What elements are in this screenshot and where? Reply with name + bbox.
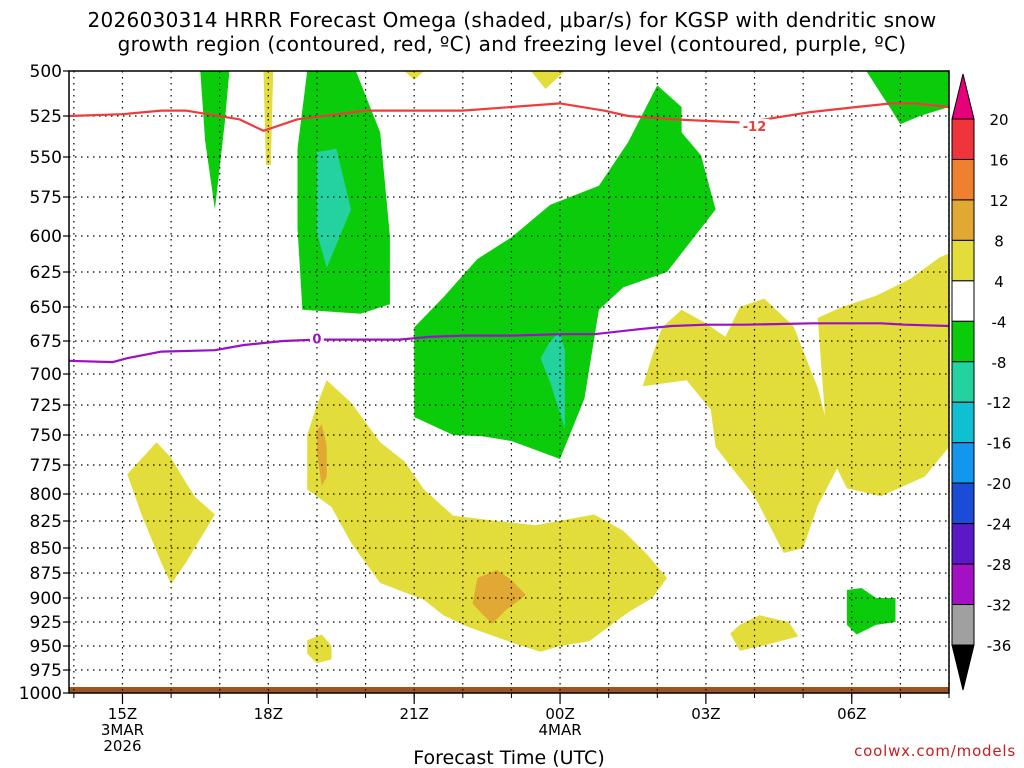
y-tick-label: 850 <box>30 539 62 559</box>
colorbar-segment <box>951 280 975 322</box>
contour-line-0 <box>68 102 950 132</box>
colorbar-label: -32 <box>987 597 1012 615</box>
colorbar-label: -4 <box>992 313 1007 331</box>
colorbar-bottom-arrow <box>951 644 975 691</box>
colorbar-label: -28 <box>987 556 1012 574</box>
colorbar-segment <box>951 158 975 201</box>
colorbar-top-arrow <box>951 73 975 120</box>
colorbar-label: -8 <box>992 354 1007 372</box>
colorbar-segment <box>951 523 975 565</box>
colorbar-label: 12 <box>989 192 1008 210</box>
x-tick-label: 21Z <box>400 705 429 723</box>
plot-frame <box>68 70 950 694</box>
omega-region-16 <box>730 615 799 651</box>
colorbar-label: -12 <box>987 394 1012 412</box>
colorbar-label: -20 <box>987 475 1012 493</box>
x-tick-label: 18Z <box>254 705 283 723</box>
y-tick-label: 600 <box>30 227 62 247</box>
colorbar-segment <box>951 239 975 282</box>
y-tick-label: 550 <box>30 148 62 168</box>
x-tick-label: 3MAR <box>101 721 144 739</box>
x-tick-label: 00Z <box>545 705 574 723</box>
colorbar-label: 20 <box>989 111 1008 129</box>
colorbar-segment <box>951 118 975 160</box>
contour-label: 0 <box>312 332 321 347</box>
contour-label: -12 <box>743 120 767 135</box>
x-tick-label: 15Z <box>108 705 137 723</box>
y-tick-label: 1000 <box>19 684 62 704</box>
omega-region-10 <box>642 298 842 553</box>
y-tick-label: 875 <box>30 564 62 584</box>
omega-region-8 <box>540 331 565 429</box>
contour-line-1 <box>68 322 950 364</box>
chart-title-line-1: 2026030314 HRRR Forecast Omega (shaded, … <box>87 8 937 32</box>
colorbar-label: -24 <box>987 516 1012 534</box>
chart-title-line-2: growth region (contoured, red, ºC) and f… <box>117 32 907 56</box>
colorbar-label: 8 <box>994 232 1004 250</box>
omega-region-4 <box>404 71 424 80</box>
x-tick-label: 03Z <box>691 705 720 723</box>
colorbar-segment <box>951 604 975 646</box>
colorbar: 20 16 12 8 4 -4 -8 -12 -16 -20 -24 -28 -32 -36 <box>951 73 1012 691</box>
y-tick-label: 525 <box>30 107 62 127</box>
colorbar-label: -16 <box>987 435 1012 453</box>
omega-region-15 <box>846 588 896 635</box>
omega-region-11 <box>127 442 215 584</box>
y-axis: 500 525 550 575 600 625 650 675 700 725 750 775 800 8… <box>19 62 69 704</box>
x-tick-label: 06Z <box>837 705 866 723</box>
y-tick-label: 500 <box>30 62 62 82</box>
colorbar-segment <box>951 482 975 525</box>
y-tick-label: 825 <box>30 512 62 532</box>
y-tick-label: 775 <box>30 456 62 476</box>
colorbar-label: 16 <box>989 151 1008 169</box>
omega-region-9 <box>866 71 949 125</box>
y-tick-label: 925 <box>30 613 62 633</box>
y-tick-label: 650 <box>30 298 62 318</box>
omega-region-5 <box>530 71 565 89</box>
y-tick-label: 625 <box>30 263 62 283</box>
omega-fills <box>127 71 949 664</box>
y-tick-label: 900 <box>30 589 62 609</box>
contour-lines: -12 0 <box>68 102 950 364</box>
colorbar-segment <box>951 442 975 484</box>
colorbar-segment <box>951 401 975 444</box>
y-tick-label: 950 <box>30 637 62 657</box>
colorbar-segment <box>951 199 975 241</box>
y-tick-label: 750 <box>30 426 62 446</box>
colorbar-segment <box>951 320 975 363</box>
y-tick-label: 675 <box>30 332 62 352</box>
omega-region-3 <box>317 148 351 268</box>
x-tick-label: 2026 <box>103 737 141 755</box>
colorbar-segment <box>951 361 975 403</box>
x-axis-label: Forecast Time (UTC) <box>413 747 604 768</box>
omega-region-13 <box>317 424 327 486</box>
y-tick-label: 975 <box>30 661 62 681</box>
omega-region-17 <box>307 634 332 664</box>
grid-lines <box>69 71 950 693</box>
source-credit: coolwx.com/models <box>854 742 1016 760</box>
y-tick-label: 575 <box>30 188 62 208</box>
y-tick-label: 700 <box>30 365 62 385</box>
terrain-ground <box>69 687 949 693</box>
y-tick-label: 725 <box>30 396 62 416</box>
colorbar-segment <box>951 563 975 606</box>
colorbar-label: 4 <box>994 273 1004 291</box>
omega-region-14 <box>472 570 526 624</box>
contour-label-bg <box>739 118 770 133</box>
contour-label-bg <box>309 331 324 346</box>
x-tick-label: 4MAR <box>538 721 581 739</box>
y-tick-label: 800 <box>30 485 62 505</box>
omega-region-7 <box>414 85 716 460</box>
omega-region-1 <box>263 71 274 165</box>
colorbar-label: -36 <box>987 637 1012 655</box>
omega-region-12 <box>307 380 667 652</box>
omega-region-0 <box>200 71 230 210</box>
